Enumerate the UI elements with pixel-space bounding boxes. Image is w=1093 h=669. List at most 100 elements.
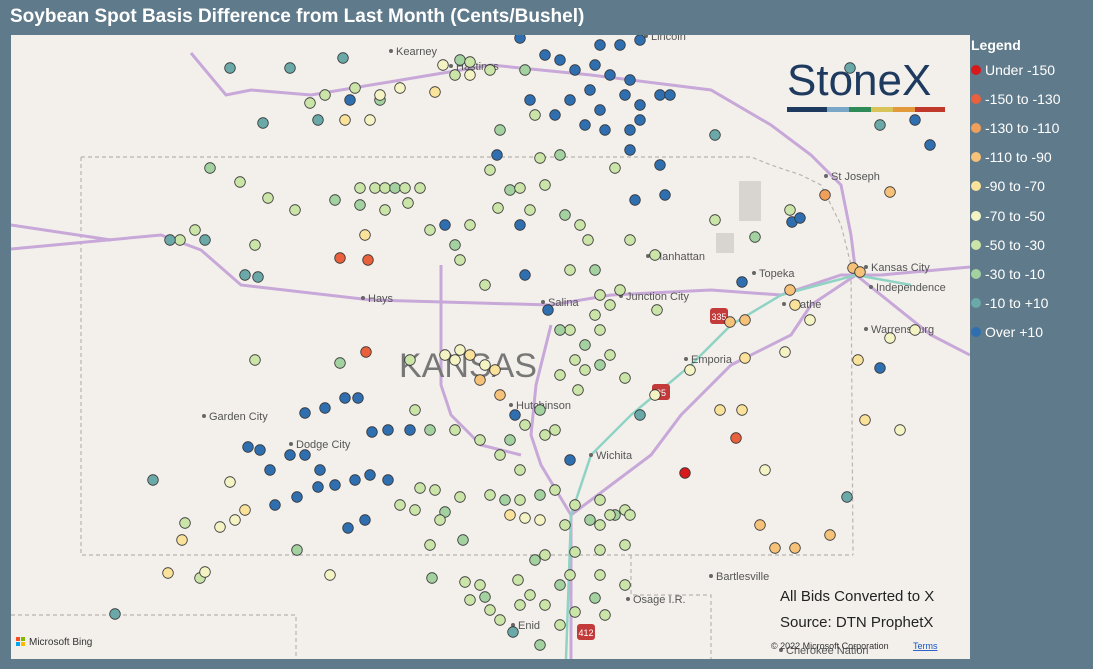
- bid-point: [524, 94, 536, 106]
- bid-point: [507, 626, 519, 638]
- bid-point: [564, 324, 576, 336]
- bid-point: [824, 529, 836, 541]
- bid-point: [569, 499, 581, 511]
- bid-point: [249, 239, 261, 251]
- bid-point: [369, 182, 381, 194]
- bid-point: [329, 194, 341, 206]
- bid-point: [359, 229, 371, 241]
- bid-point: [624, 509, 636, 521]
- city-marker: [644, 35, 648, 38]
- bing-attribution: Microsoft Bing: [16, 637, 92, 648]
- city-label: Cherokee Nation: [786, 645, 869, 657]
- bid-point: [569, 354, 581, 366]
- legend-item: -150 to -130: [971, 84, 1061, 113]
- legend-item: -130 to -110: [971, 113, 1061, 142]
- bid-point: [529, 109, 541, 121]
- bid-point: [594, 544, 606, 556]
- bid-point: [684, 364, 696, 376]
- legend-swatch: [971, 122, 981, 133]
- city-marker: [646, 254, 650, 258]
- bid-point: [449, 354, 461, 366]
- bid-point: [174, 234, 186, 246]
- bid-point: [534, 152, 546, 164]
- bid-point: [789, 299, 801, 311]
- bid-point: [239, 504, 251, 516]
- bid-point: [604, 69, 616, 81]
- legend-label: -130 to -110: [985, 119, 1060, 136]
- bid-point: [594, 39, 606, 51]
- bid-point: [364, 114, 376, 126]
- bid-point: [147, 474, 159, 486]
- bid-point: [339, 114, 351, 126]
- city-marker: [449, 64, 453, 68]
- bid-point: [549, 109, 561, 121]
- bid-point: [229, 514, 241, 526]
- bid-point: [651, 304, 663, 316]
- bid-point: [334, 252, 346, 264]
- city-marker: [289, 442, 293, 446]
- bid-point: [634, 99, 646, 111]
- bid-point: [224, 476, 236, 488]
- bid-point: [199, 234, 211, 246]
- bid-point: [439, 219, 451, 231]
- bid-point: [709, 129, 721, 141]
- bid-point: [424, 424, 436, 436]
- bid-point: [559, 209, 571, 221]
- bid-point: [579, 364, 591, 376]
- bid-point: [514, 464, 526, 476]
- bid-point: [349, 474, 361, 486]
- bid-point: [554, 619, 566, 631]
- bid-point: [884, 332, 896, 344]
- bid-point: [539, 49, 551, 61]
- bid-point: [664, 89, 676, 101]
- legend-item: Over +10: [971, 318, 1061, 347]
- legend-swatch: [971, 181, 981, 192]
- bid-point: [464, 349, 476, 361]
- bid-point: [504, 184, 516, 196]
- bid-point: [329, 479, 341, 491]
- legend-item: -50 to -30: [971, 230, 1061, 259]
- bing-text: Microsoft Bing: [29, 637, 92, 648]
- bid-point: [784, 284, 796, 296]
- bid-point: [382, 474, 394, 486]
- state-borders: [11, 156, 854, 659]
- bid-point: [479, 591, 491, 603]
- legend-swatch: [971, 152, 981, 163]
- bid-point: [519, 419, 531, 431]
- toll-roads: [564, 273, 912, 659]
- bid-point: [189, 224, 201, 236]
- bid-point: [619, 372, 631, 384]
- legend-item: -70 to -50: [971, 201, 1061, 230]
- bid-point: [504, 434, 516, 446]
- bid-point: [804, 314, 816, 326]
- bid-points: [109, 35, 936, 651]
- bid-point: [629, 194, 641, 206]
- bid-point: [284, 449, 296, 461]
- bid-point: [291, 544, 303, 556]
- bid-point: [594, 519, 606, 531]
- bid-point: [354, 182, 366, 194]
- bid-point: [784, 204, 796, 216]
- bid-point: [484, 489, 496, 501]
- bid-point: [909, 324, 921, 336]
- bid-point: [519, 64, 531, 76]
- bid-point: [454, 491, 466, 503]
- bid-point: [334, 357, 346, 369]
- bid-point: [564, 94, 576, 106]
- bid-point: [479, 359, 491, 371]
- bid-point: [594, 289, 606, 301]
- terms-link[interactable]: Terms: [913, 641, 938, 651]
- bid-point: [569, 546, 581, 558]
- bid-point: [312, 114, 324, 126]
- bid-point: [654, 89, 666, 101]
- legend-item: -10 to +10: [971, 289, 1061, 318]
- bid-point: [179, 517, 191, 529]
- legend-swatch: [971, 64, 981, 75]
- bid-point: [709, 214, 721, 226]
- route-number: 35: [656, 388, 666, 398]
- bid-point: [359, 514, 371, 526]
- city-marker: [864, 327, 868, 331]
- bid-point: [594, 104, 606, 116]
- bid-point: [736, 404, 748, 416]
- bid-point: [249, 354, 261, 366]
